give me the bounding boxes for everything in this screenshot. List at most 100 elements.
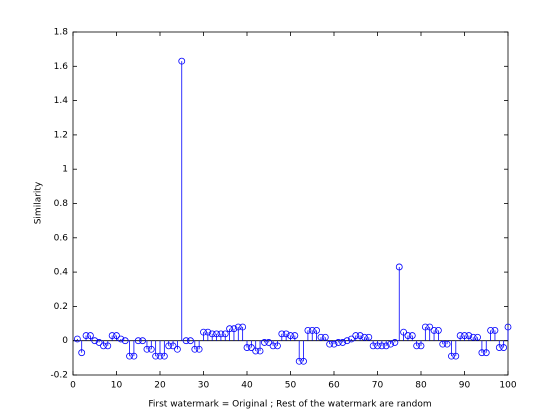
stem-marker	[504, 323, 512, 331]
y-tick-label: 0.6	[54, 233, 69, 243]
stem-marker	[278, 330, 286, 338]
stem-marker	[295, 357, 303, 365]
stem-marker	[134, 337, 142, 345]
stem-marker	[130, 352, 138, 360]
stem-marker	[104, 342, 112, 350]
stem-marker	[443, 340, 451, 348]
stem-marker	[117, 335, 125, 343]
x-tick-label: 20	[154, 381, 166, 391]
stem-marker	[421, 323, 429, 331]
x-tick-label: 30	[198, 381, 210, 391]
stem-marker	[169, 342, 177, 350]
stem-marker	[495, 344, 503, 351]
x-tick-label: 90	[459, 381, 471, 391]
stem-marker	[226, 325, 234, 333]
stem-marker	[474, 333, 481, 341]
stem-marker	[147, 345, 155, 353]
stem-marker	[213, 330, 220, 338]
stem-marker	[452, 352, 460, 360]
stem-marker	[139, 337, 147, 345]
stem-marker	[469, 333, 477, 341]
x-tick-label: 100	[499, 381, 516, 391]
stem-marker	[91, 337, 99, 345]
stem-marker	[178, 57, 186, 65]
stem-marker	[269, 342, 277, 350]
stem-marker	[347, 335, 355, 343]
stem-marker	[369, 342, 377, 350]
stem-marker	[334, 339, 342, 346]
stem-marker	[187, 337, 194, 345]
stem-marker	[461, 332, 468, 339]
stem-marker	[87, 332, 94, 339]
stem-marker	[274, 342, 281, 350]
stem-marker	[256, 347, 264, 355]
stem-marker	[200, 328, 207, 336]
stem-marker	[308, 327, 316, 334]
stem-marker	[121, 337, 129, 345]
stem-marker	[500, 344, 508, 351]
stem-marker	[204, 328, 212, 336]
stem-marker	[291, 332, 299, 339]
stem-marker	[387, 340, 394, 348]
x-tick-label: 10	[111, 381, 123, 391]
stem-marker	[73, 335, 81, 343]
stem-marker	[326, 340, 334, 348]
y-tick-label: 1.6	[54, 62, 69, 72]
x-tick-label: 40	[241, 381, 253, 391]
stem-marker	[313, 327, 321, 334]
y-tick-label: 0.2	[54, 302, 68, 312]
stem-marker	[482, 349, 490, 357]
stem-marker	[108, 332, 116, 339]
stem-marker	[100, 342, 107, 350]
y-axis-label: Similarity	[34, 181, 44, 224]
stem-marker	[330, 340, 338, 348]
stem-marker	[182, 337, 190, 345]
y-tick-label: 0	[62, 336, 68, 346]
stem-marker	[391, 339, 399, 346]
stem-marker	[456, 332, 464, 339]
stem-marker	[339, 339, 347, 346]
stem-marker	[487, 327, 495, 334]
stem-marker	[439, 340, 447, 348]
stem-marker	[400, 328, 408, 336]
stem-marker	[352, 332, 360, 339]
stem-marker	[365, 333, 373, 341]
stem-marker	[282, 330, 290, 338]
stem-marker	[317, 333, 325, 341]
stem-marker	[343, 337, 351, 345]
stem-marker	[243, 344, 251, 351]
stem-marker	[430, 327, 438, 334]
stem-marker	[160, 352, 168, 360]
y-tick-label: 1.8	[54, 28, 69, 38]
stem-marker	[152, 352, 160, 360]
stem-marker	[165, 342, 173, 350]
x-tick-label: 70	[372, 381, 384, 391]
stem-marker	[78, 349, 86, 357]
stem-marker	[230, 325, 238, 333]
y-tick-label: -0.2	[50, 371, 68, 381]
stem-marker	[378, 342, 386, 350]
x-tick-label: 50	[285, 381, 297, 391]
y-tick-label: 1.2	[54, 130, 68, 140]
stem-marker	[247, 344, 255, 351]
y-tick-label: 0.4	[54, 268, 69, 278]
y-tick-label: 1	[62, 165, 68, 175]
x-axis-label: First watermark = Original ; Rest of the…	[148, 400, 431, 410]
stem-marker	[417, 342, 425, 350]
plot-area	[72, 31, 509, 376]
x-tick-label: 60	[328, 381, 340, 391]
stem-marker	[265, 339, 273, 346]
stem-marker	[408, 332, 416, 339]
stem-marker	[448, 352, 455, 360]
stem-marker	[382, 342, 390, 350]
stem-marker	[321, 333, 329, 341]
stem-marker	[304, 327, 312, 334]
stem-marker	[173, 345, 181, 353]
stem-marker	[239, 323, 247, 331]
stem-marker	[361, 333, 368, 341]
stem-marker	[126, 352, 133, 360]
stem-marker	[465, 332, 473, 339]
stem-marker	[300, 357, 307, 365]
stem-marker	[252, 347, 260, 355]
stem-marker	[260, 339, 268, 346]
